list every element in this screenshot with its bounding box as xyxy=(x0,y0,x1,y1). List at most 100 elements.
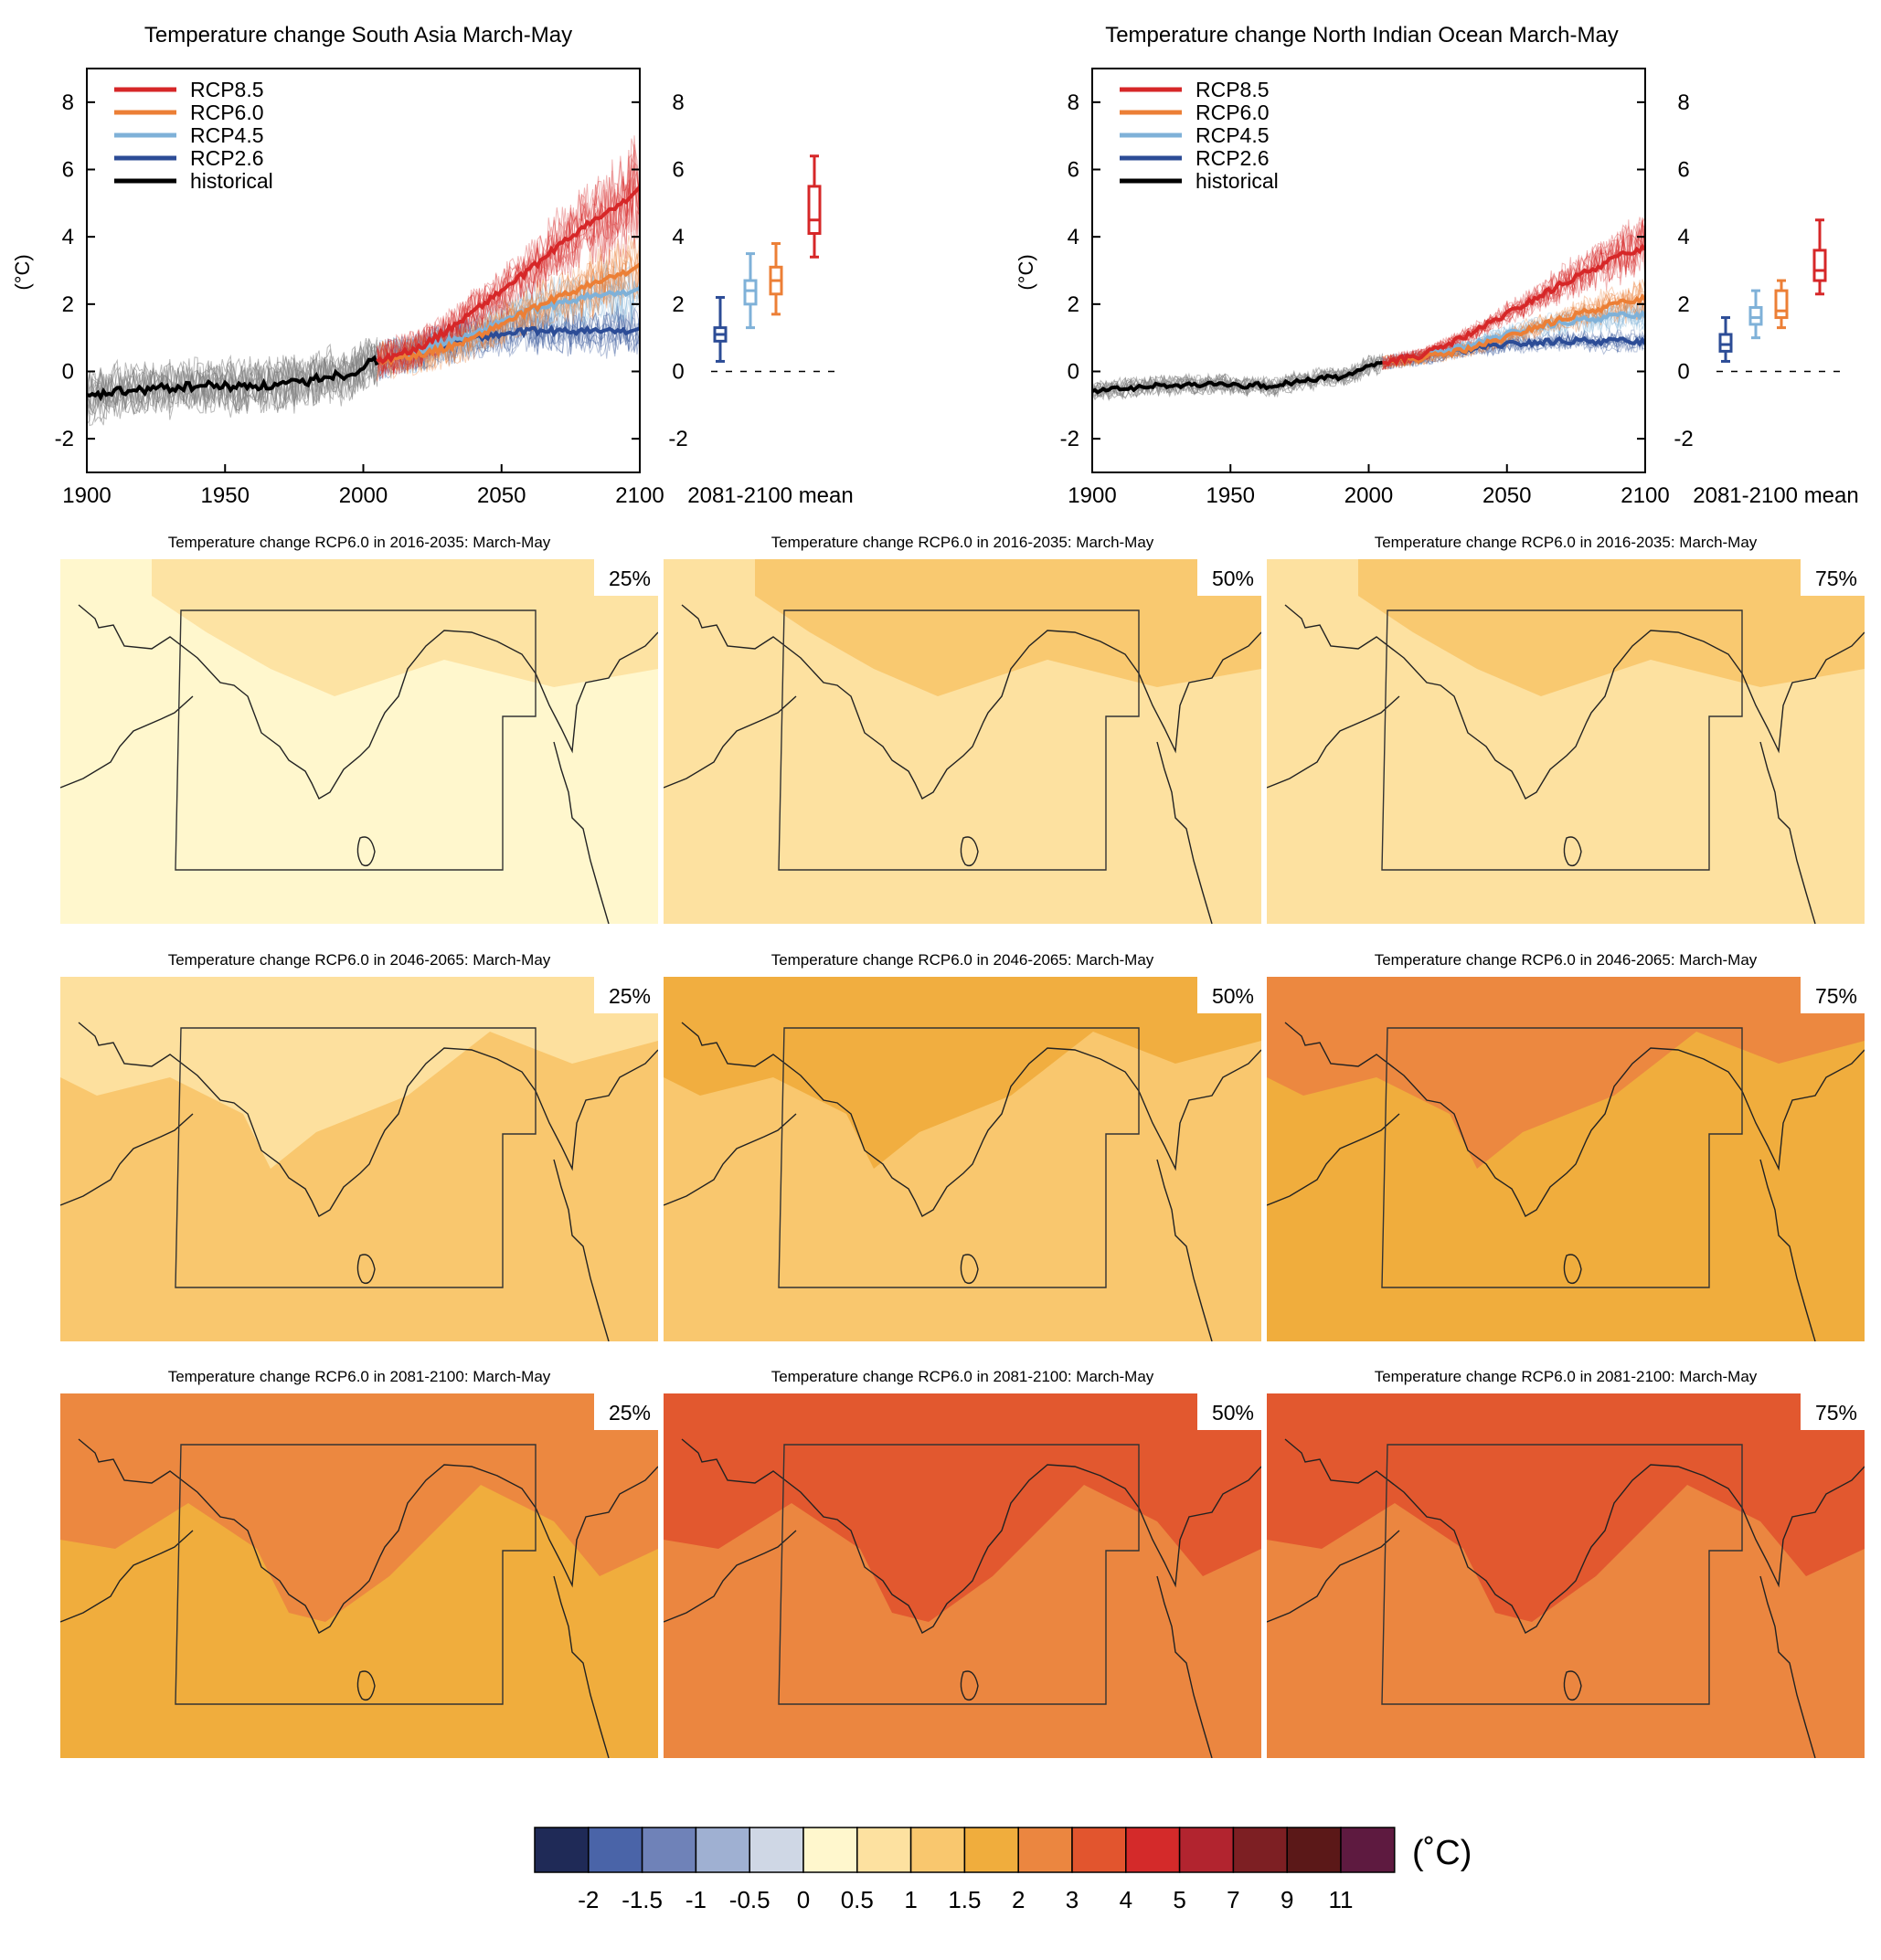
legend-label: historical xyxy=(1196,169,1279,193)
y-tick-label: -2 xyxy=(55,427,74,451)
coastline xyxy=(1759,1159,1816,1341)
sri-lanka-outline xyxy=(356,1670,376,1701)
map-body xyxy=(664,1393,1261,1758)
axes: 1900 1950 2000 2050 2100 -2 -2 0 0 2 2 4 4 6 6 8 8 xyxy=(1060,90,1694,508)
colorbar-swatch xyxy=(909,1827,966,1873)
map-title: Temperature change RCP6.0 in 2081-2100: … xyxy=(771,1368,1154,1385)
y-tick-label: 6 xyxy=(1068,158,1079,183)
legend-label: RCP4.5 xyxy=(1196,123,1270,147)
coastline xyxy=(60,1530,194,1623)
boxplot-rcp60 xyxy=(769,242,783,316)
colorbar-swatch xyxy=(802,1827,858,1873)
map-contour-region xyxy=(152,559,658,696)
ensemble-member-rcp85 xyxy=(377,172,640,374)
percentile-label: 75% xyxy=(1815,984,1857,1008)
colorbar-swatch xyxy=(1125,1827,1181,1873)
ensemble-member-rcp85 xyxy=(1382,218,1645,366)
sri-lanka-outline xyxy=(356,1254,376,1285)
map-title: Temperature change RCP6.0 in 2016-2035: … xyxy=(771,534,1154,551)
sri-lanka-outline xyxy=(960,1254,979,1285)
map-contour-region xyxy=(1267,977,1865,1169)
ensemble-member-historical xyxy=(87,347,378,426)
region-box xyxy=(1381,1444,1743,1705)
coastline xyxy=(60,695,194,789)
chart-title: Temperature change North Indian Ocean Ma… xyxy=(1105,23,1619,48)
legend-label: RCP8.5 xyxy=(1196,78,1270,101)
y-axis-label: (°C) xyxy=(1015,254,1037,290)
y-tick-label: 0 xyxy=(1068,360,1079,385)
ensemble-member-rcp85 xyxy=(377,164,640,375)
colorbar-tick-label: 1.5 xyxy=(948,1886,981,1913)
coastline xyxy=(664,695,797,789)
coastline xyxy=(78,1022,658,1217)
series-line-rcp60 xyxy=(1382,293,1645,367)
colorbar-swatch xyxy=(1017,1827,1073,1873)
sri-lanka-outline xyxy=(960,836,979,867)
map-contour-region xyxy=(755,559,1261,696)
map-contour-region xyxy=(1358,559,1865,696)
y-tick-label-right: 4 xyxy=(672,225,684,249)
map-title: Temperature change RCP6.0 in 2046-2065: … xyxy=(1375,951,1758,969)
percentile-label: 25% xyxy=(609,567,651,590)
map-contour-region xyxy=(1267,1393,1865,1622)
region-box xyxy=(175,609,537,871)
ensemble-member-rcp85 xyxy=(377,143,640,376)
percentile-badge-bg xyxy=(1801,1393,1865,1430)
ensemble-member-rcp45 xyxy=(377,264,640,374)
series-line-rcp85 xyxy=(376,185,640,365)
colorbar-swatch xyxy=(1286,1827,1342,1873)
map-grid: Temperature change RCP6.0 in 2016-2035: … xyxy=(60,534,1865,1758)
boxplot-box xyxy=(1812,249,1827,282)
boxplot-box xyxy=(807,185,822,235)
ensemble-member-rcp60 xyxy=(1382,280,1645,366)
coastline xyxy=(1156,1159,1213,1341)
map-body xyxy=(60,559,658,924)
percentile-badge-bg xyxy=(1197,1393,1261,1430)
ensemble-member-rcp26 xyxy=(377,303,640,372)
coastline xyxy=(78,1438,658,1634)
y-tick-label: 8 xyxy=(1068,90,1079,115)
x-tick-label: 2100 xyxy=(615,483,664,508)
map-panel-2-2: Temperature change RCP6.0 in 2081-2100: … xyxy=(1267,1368,1865,1758)
map-title: Temperature change RCP6.0 in 2016-2035: … xyxy=(168,534,551,551)
ensemble-member-rcp26 xyxy=(1382,329,1645,367)
colorbar-swatch xyxy=(534,1827,590,1873)
coastline xyxy=(1759,741,1816,924)
boxplot-group xyxy=(711,154,839,373)
coastline xyxy=(553,1575,610,1758)
x-tick-label: 2000 xyxy=(339,483,388,508)
coastline xyxy=(553,1159,610,1341)
coastline xyxy=(1284,1022,1865,1217)
percentile-badge-bg xyxy=(1197,559,1261,596)
map-title: Temperature change RCP6.0 in 2016-2035: … xyxy=(1375,534,1758,551)
y-tick-label-right: 2 xyxy=(672,292,684,317)
colorbar-tick-label: 11 xyxy=(1329,1886,1354,1913)
legend-label: RCP2.6 xyxy=(1196,146,1270,170)
colorbar-tick-label: 1 xyxy=(904,1886,917,1913)
colorbar-tick-label: -1 xyxy=(685,1886,707,1913)
map-title: Temperature change RCP6.0 in 2081-2100: … xyxy=(1375,1368,1758,1385)
region-box xyxy=(175,1027,537,1288)
y-axis-label: (°C) xyxy=(11,254,34,290)
map-body xyxy=(1267,977,1865,1341)
x-tick-label: 2100 xyxy=(1621,483,1669,508)
colorbar-swatch xyxy=(588,1827,643,1873)
colorbar-tick-label: -2 xyxy=(578,1886,599,1913)
coastline xyxy=(1267,1530,1400,1623)
map-panel-1-1: Temperature change RCP6.0 in 2046-2065: … xyxy=(664,951,1261,1341)
ensemble-member-rcp60 xyxy=(377,235,640,376)
ensemble-member-rcp85 xyxy=(1382,227,1645,366)
boxplot-rcp85 xyxy=(1812,218,1827,296)
percentile-badge-bg xyxy=(594,1393,658,1430)
sri-lanka-outline xyxy=(356,836,376,867)
coastline xyxy=(1284,604,1865,800)
coastline xyxy=(553,741,610,924)
colorbar-tick-label: 4 xyxy=(1120,1886,1132,1913)
boxplot-rcp26 xyxy=(713,295,728,363)
ensemble-member-rcp60 xyxy=(377,247,640,376)
ensemble-member-rcp85 xyxy=(377,164,640,373)
timeseries-marks xyxy=(87,135,640,427)
map-panel-2-0: Temperature change RCP6.0 in 2081-2100: … xyxy=(60,1368,658,1758)
